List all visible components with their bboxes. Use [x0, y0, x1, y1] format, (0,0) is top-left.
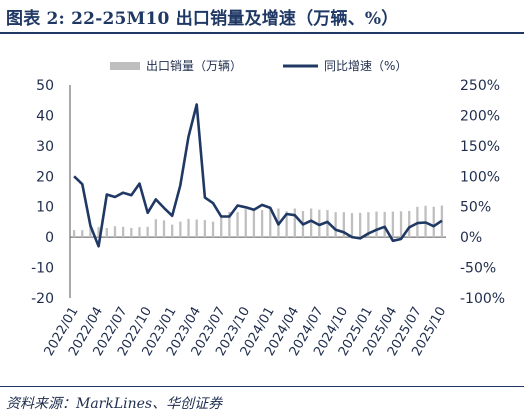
bar	[260, 210, 264, 238]
left-tick-label: 40	[36, 108, 54, 124]
bar	[375, 211, 378, 238]
line-series	[73, 103, 443, 248]
bar	[171, 224, 174, 238]
bar	[359, 212, 362, 238]
bar	[89, 225, 92, 238]
bar	[113, 226, 117, 238]
left-tick-label: 0	[45, 230, 54, 246]
left-tick-label: 30	[36, 139, 54, 155]
bar	[195, 219, 198, 238]
bar	[269, 209, 272, 238]
bar	[72, 230, 76, 238]
source-note: 资料来源：MarkLines、华创证券	[6, 396, 223, 412]
title-divider	[0, 32, 524, 34]
bar	[97, 227, 100, 238]
chart-plot: 出口销量（万辆） 同比增速（%） 50 40 30 20 10 0 -10 -20 250% 20…	[31, 59, 505, 359]
bar	[236, 212, 239, 238]
bar	[81, 230, 84, 238]
growth-line	[73, 103, 443, 248]
bar	[432, 206, 435, 238]
bar	[285, 211, 288, 238]
bar	[154, 219, 157, 238]
chart-title: 图表 2: 22-25M10 出口销量及增速（万辆、%）	[6, 9, 399, 29]
bar	[130, 228, 133, 238]
bar	[391, 211, 395, 238]
bar	[309, 208, 313, 238]
bar	[244, 209, 247, 238]
right-tick-label: -50%	[460, 261, 496, 277]
left-tick-label: 50	[36, 78, 54, 94]
bar	[350, 213, 354, 238]
legend: 出口销量（万辆） 同比增速（%）	[110, 59, 407, 73]
bar	[211, 221, 215, 238]
right-tick-label: 100%	[460, 169, 500, 185]
bar	[293, 208, 296, 238]
right-tick-label: 200%	[460, 108, 500, 124]
bar	[138, 227, 141, 238]
bar	[342, 212, 345, 238]
legend-bar-label: 出口销量（万辆）	[146, 59, 242, 73]
legend-bar-swatch	[110, 62, 140, 70]
left-tick-label: -20	[31, 291, 54, 307]
bar	[220, 214, 223, 238]
bar	[252, 210, 256, 238]
bar	[162, 220, 166, 238]
bar	[187, 218, 190, 238]
right-tick-label: 50%	[460, 200, 491, 216]
bar	[399, 211, 403, 238]
left-tick-label: -10	[31, 261, 54, 277]
left-tick-label: 10	[36, 200, 54, 216]
footer-divider	[0, 386, 524, 387]
bar	[121, 226, 125, 238]
right-tick-label: 0%	[460, 230, 482, 246]
right-tick-label: -100%	[460, 291, 505, 307]
bar	[383, 211, 386, 238]
axes	[69, 85, 446, 298]
bar	[203, 220, 207, 238]
left-tick-label: 20	[36, 169, 54, 185]
legend-line-label: 同比增速（%）	[324, 59, 407, 73]
bar	[334, 212, 337, 238]
bar	[179, 221, 182, 238]
bar	[146, 226, 149, 238]
right-tick-label: 150%	[460, 139, 500, 155]
bar	[105, 228, 108, 238]
right-tick-label: 250%	[460, 78, 500, 94]
bar	[367, 212, 370, 238]
bar	[228, 211, 231, 238]
bar	[408, 210, 411, 238]
bar	[318, 209, 321, 238]
